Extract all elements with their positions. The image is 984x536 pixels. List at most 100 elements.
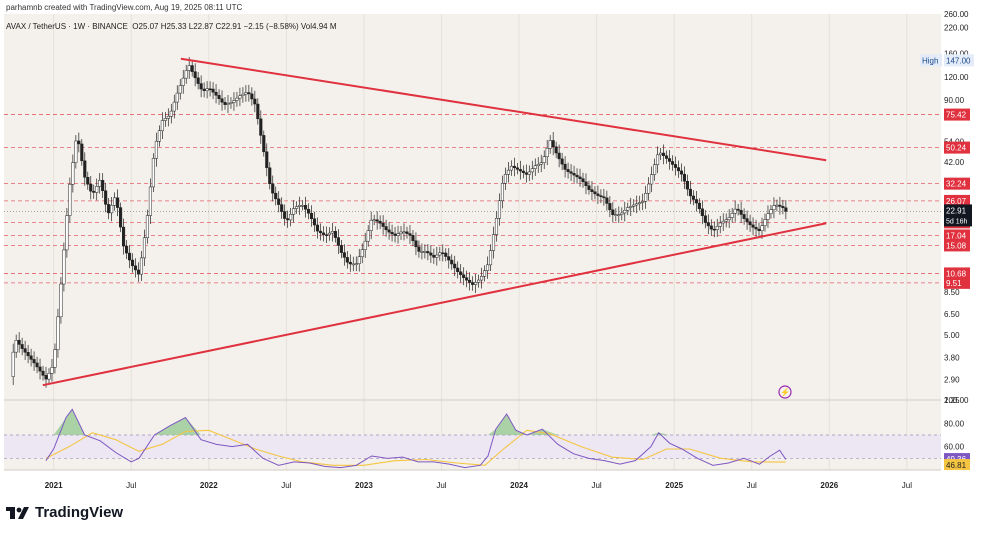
candle-body bbox=[679, 170, 684, 175]
candle-body bbox=[521, 170, 525, 173]
y-tick-label: 90.00 bbox=[944, 96, 965, 105]
candle-body bbox=[491, 234, 496, 251]
candle-body bbox=[662, 152, 666, 157]
level-tag: 15.08 bbox=[946, 241, 967, 250]
candle-body bbox=[136, 269, 141, 275]
candle-body bbox=[163, 118, 167, 121]
candle-body bbox=[47, 373, 51, 380]
candle-body bbox=[769, 209, 773, 214]
candle-body bbox=[262, 135, 266, 153]
symbol-name[interactable]: AVAX / TetherUS · 1W · BINANCE bbox=[6, 22, 128, 31]
candle-body bbox=[453, 263, 457, 269]
candle-body bbox=[199, 83, 203, 90]
candle-body bbox=[196, 77, 200, 84]
candle-body bbox=[235, 97, 239, 101]
candle-body bbox=[617, 214, 621, 216]
candle-body bbox=[286, 218, 290, 221]
candle-body bbox=[122, 226, 126, 247]
lightning-icon[interactable] bbox=[778, 385, 792, 399]
creator-line: parhamnb created with TradingView.com, A… bbox=[6, 3, 243, 12]
candle-body bbox=[226, 103, 230, 105]
candle-body bbox=[312, 218, 317, 226]
current-price-label: 22.91 bbox=[946, 206, 967, 215]
level-tag-bg bbox=[944, 194, 970, 207]
y-tick-label: 2.90 bbox=[944, 375, 960, 384]
candle-body bbox=[530, 168, 534, 173]
price-pane[interactable] bbox=[4, 14, 941, 400]
candle-body bbox=[41, 370, 45, 376]
candle-body bbox=[554, 146, 558, 154]
axis-layer: 2021 Jul 2022 Jul 2023 Jul 2024 Jul 2025 Jul 2026 J… bbox=[45, 10, 974, 490]
candle-body bbox=[86, 176, 90, 185]
candle-body bbox=[271, 183, 275, 194]
candle-body bbox=[542, 156, 546, 163]
candle-body bbox=[608, 203, 612, 211]
candle-body bbox=[471, 282, 475, 285]
candle-body bbox=[315, 224, 320, 232]
candle-body bbox=[685, 181, 689, 190]
candle-body bbox=[119, 207, 123, 228]
candle-body bbox=[193, 71, 197, 79]
candle-body bbox=[411, 235, 415, 242]
candle-body bbox=[378, 221, 382, 224]
candle-body bbox=[295, 206, 299, 209]
level-tag: 9.51 bbox=[946, 279, 962, 288]
candle-body bbox=[145, 215, 149, 239]
candle-body bbox=[656, 154, 660, 165]
candle-body bbox=[730, 213, 734, 218]
candle-body bbox=[116, 197, 120, 208]
high-tag-bg bbox=[920, 54, 942, 67]
candle-body bbox=[572, 173, 576, 176]
price-series-layer bbox=[11, 57, 788, 388]
candle-body bbox=[130, 259, 135, 267]
candle-body bbox=[709, 225, 713, 230]
candle-body bbox=[420, 251, 424, 253]
candle-body bbox=[578, 176, 582, 179]
candle-body bbox=[673, 164, 678, 168]
candle-body bbox=[53, 349, 57, 368]
candle-body bbox=[742, 214, 746, 219]
candle-body bbox=[432, 254, 436, 258]
trendline-layer bbox=[42, 57, 827, 387]
x-tick-label: Jul bbox=[436, 481, 446, 490]
candle-body bbox=[184, 70, 188, 79]
candle-body bbox=[638, 202, 642, 205]
candle-body bbox=[605, 197, 609, 204]
y-tick-label: 260.00 bbox=[944, 10, 969, 19]
candle-body bbox=[38, 366, 42, 372]
candle-body bbox=[465, 277, 469, 281]
candle-body bbox=[133, 265, 138, 271]
candle-body bbox=[462, 274, 466, 278]
candle-body bbox=[283, 211, 287, 219]
candle-body bbox=[390, 231, 394, 235]
candle-body bbox=[292, 208, 296, 215]
ohlc-low: L22.87 bbox=[188, 22, 214, 31]
candle-body bbox=[784, 207, 788, 212]
candle-body bbox=[518, 169, 522, 172]
candle-body bbox=[688, 188, 692, 197]
candle-body bbox=[676, 167, 681, 172]
tradingview-brand: TradingView bbox=[35, 504, 124, 521]
candle-body bbox=[423, 251, 427, 253]
candle-body bbox=[429, 252, 433, 256]
rsi-ma-line bbox=[45, 429, 786, 466]
y-tick-label: 8.50 bbox=[944, 288, 960, 297]
rsi-tick-label: 80.00 bbox=[944, 419, 965, 428]
rsi-value-tag-bg bbox=[944, 453, 970, 465]
candle-countdown: 5d 16h bbox=[946, 218, 968, 225]
rsi-ma-tag-bg bbox=[944, 459, 970, 471]
candle-body bbox=[772, 205, 776, 210]
candle-body bbox=[26, 352, 30, 357]
candle-body bbox=[113, 197, 117, 206]
candle-body bbox=[244, 92, 248, 95]
candle-body bbox=[23, 348, 27, 353]
candle-body bbox=[336, 237, 340, 246]
candle-body bbox=[301, 205, 305, 207]
candle-body bbox=[324, 234, 328, 236]
candle-body bbox=[92, 190, 96, 193]
candle-body bbox=[110, 205, 114, 214]
tradingview-logo[interactable]: TradingView bbox=[6, 504, 123, 521]
high-value-bg bbox=[944, 54, 974, 67]
